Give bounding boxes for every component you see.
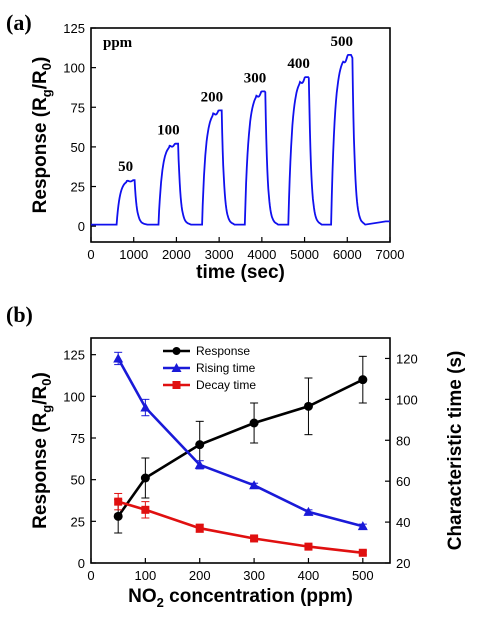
pulse-label: 300 xyxy=(244,70,267,86)
x-axis-title: time (sec) xyxy=(196,262,285,283)
pulse-label: 400 xyxy=(287,56,310,72)
y2-tick-label: 40 xyxy=(396,515,410,530)
series-line xyxy=(117,500,363,555)
x-tick-label: 300 xyxy=(243,568,265,583)
data-point xyxy=(195,440,205,450)
data-point xyxy=(194,459,205,469)
legend: Response Rising time Decay time xyxy=(163,344,256,392)
x-tick-label: 3000 xyxy=(205,247,234,262)
data-point xyxy=(358,375,368,385)
y2-tick-label: 80 xyxy=(396,433,410,448)
legend-label: Decay time xyxy=(196,378,256,392)
y2-tick-label: 20 xyxy=(396,556,410,571)
ylabel-part: Response (R xyxy=(30,97,51,213)
data-point xyxy=(249,480,260,490)
data-point xyxy=(303,506,314,516)
x-tick-label: 400 xyxy=(298,568,320,583)
y-tick-label: 100 xyxy=(63,389,85,404)
y-tick-label: 25 xyxy=(71,180,85,195)
data-point xyxy=(304,542,313,551)
panel-b: 0 100 200 300 400 500025507510012520406080100… xyxy=(30,337,466,610)
ylabel-part: ) xyxy=(30,372,51,378)
data-point xyxy=(113,511,123,521)
series-line xyxy=(117,378,364,518)
ylabel-part: g xyxy=(39,89,54,97)
x-title-part: 2 xyxy=(157,595,164,610)
y-axis-title: Response (Rg/R0) xyxy=(30,57,54,214)
data-point xyxy=(113,353,124,363)
data-point xyxy=(195,524,204,533)
y2-tick-label: 100 xyxy=(396,392,418,407)
response-trace xyxy=(91,54,390,226)
panel-a-label: (a) xyxy=(6,10,32,35)
y2-tick-label: 120 xyxy=(396,351,418,366)
unit-note: ppm xyxy=(103,35,133,51)
series-line xyxy=(117,357,364,528)
y-tick-label: 0 xyxy=(78,219,85,234)
x-tick-label: 4000 xyxy=(247,247,276,262)
data-point xyxy=(114,497,123,506)
data-point xyxy=(250,534,259,543)
pulse-label: 100 xyxy=(157,123,180,139)
x-tick-label: 1000 xyxy=(119,247,148,262)
data-point xyxy=(141,505,150,514)
y-tick-label: 75 xyxy=(71,431,85,446)
pulse-label: 50 xyxy=(118,159,133,175)
x-tick-label: 7000 xyxy=(376,247,405,262)
x-tick-label: 6000 xyxy=(333,247,362,262)
data-point xyxy=(358,548,367,557)
data-point xyxy=(140,402,151,412)
data-point xyxy=(249,418,259,428)
x-axis-title: NO2 concentration (ppm) xyxy=(128,586,353,610)
ylabel-part: Response (R xyxy=(30,412,51,528)
pulse-label: 200 xyxy=(201,89,224,105)
x-title-part: concentration (ppm) xyxy=(164,586,353,607)
y2-axis-title: Characteristic time (s) xyxy=(445,351,466,551)
data-point xyxy=(303,401,313,411)
y-tick-label: 25 xyxy=(71,514,85,529)
y-tick-label: 0 xyxy=(78,556,85,571)
x-tick-label: 200 xyxy=(189,568,211,583)
legend-marker xyxy=(172,381,181,389)
pulse-label: 500 xyxy=(330,34,353,50)
legend-marker xyxy=(171,363,182,372)
legend-label: Response xyxy=(196,344,250,358)
x-title-part: NO xyxy=(128,586,157,607)
y-tick-label: 50 xyxy=(71,140,85,155)
ylabel-part: ) xyxy=(30,57,51,63)
y2-tick-label: 60 xyxy=(396,474,410,489)
legend-marker xyxy=(172,347,181,355)
x-tick-label: 5000 xyxy=(290,247,319,262)
y-tick-label: 125 xyxy=(63,21,85,36)
x-tick-label: 2000 xyxy=(162,247,191,262)
x-tick-label: 500 xyxy=(352,568,374,583)
x-tick-label: 100 xyxy=(135,568,157,583)
ylabel-part: /R xyxy=(30,385,51,404)
x-tick-label: 0 xyxy=(87,247,94,262)
plot-frame xyxy=(90,337,391,564)
y-tick-label: 75 xyxy=(71,100,85,115)
series-decay-time xyxy=(114,492,367,557)
series-response xyxy=(113,355,368,534)
ylabel-part: 0 xyxy=(39,379,54,386)
data-point xyxy=(357,521,368,531)
panel-a: 0 1000 2000 3000 4000 5000 6000 700002550751001… xyxy=(30,21,404,283)
y-tick-label: 50 xyxy=(71,473,85,488)
data-point xyxy=(140,473,150,483)
ylabel-part: 0 xyxy=(39,63,54,70)
y-tick-label: 100 xyxy=(63,61,85,76)
ylabel-part: /R xyxy=(30,70,51,89)
panel-b-label: (b) xyxy=(6,302,33,327)
y-tick-label: 125 xyxy=(63,348,85,363)
y-axis-title: Response (Rg/R0) xyxy=(30,372,54,529)
legend-label: Rising time xyxy=(196,361,256,375)
x-tick-label: 0 xyxy=(87,568,94,583)
ylabel-part: g xyxy=(39,405,54,413)
series-rising-time xyxy=(113,351,368,531)
plot-frame xyxy=(90,27,391,243)
